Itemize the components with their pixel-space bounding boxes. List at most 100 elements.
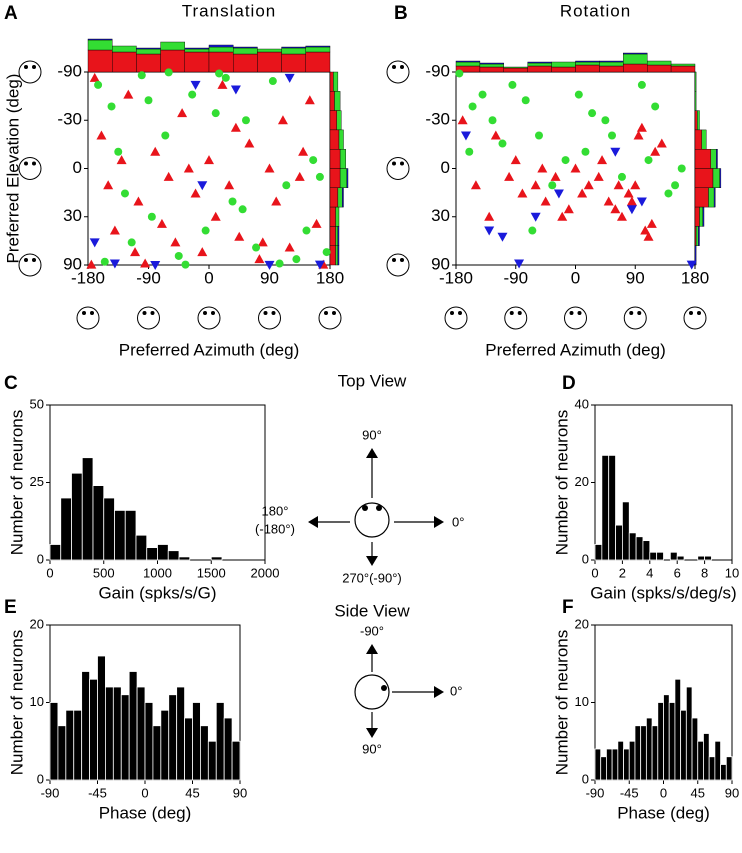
point (455, 69, 464, 78)
head-icon (76, 306, 100, 330)
margin-bar (575, 61, 600, 66)
direction-label: 90° (362, 741, 382, 756)
histogram-bar (81, 457, 94, 561)
point (252, 243, 261, 252)
head-icon (386, 60, 410, 84)
point (224, 180, 235, 190)
histogram-bar (210, 556, 223, 561)
margin-bar (623, 52, 648, 55)
histogram-bar (720, 764, 727, 781)
point (601, 116, 610, 125)
head-eye (392, 258, 396, 262)
x-axis-label: Phase (deg) (617, 803, 710, 822)
margin-bar (527, 65, 552, 73)
histogram-bar (697, 740, 704, 781)
point (608, 131, 617, 140)
margin-bar (208, 46, 234, 53)
histogram-bar (89, 678, 98, 781)
y-axis-label: Preferred Elevation (deg) (3, 74, 22, 264)
y-axis-label: Number of neurons (552, 410, 571, 556)
x-axis-label: Gain (spks/s/deg/s) (590, 583, 736, 602)
point (275, 259, 284, 268)
point (322, 248, 331, 257)
point (651, 102, 660, 111)
histogram-bar (714, 740, 721, 781)
histogram-bar (640, 725, 647, 781)
margin-bar (329, 168, 341, 188)
point (457, 115, 468, 125)
point (530, 180, 541, 190)
point (183, 163, 194, 173)
point (309, 156, 318, 165)
histogram-bar (207, 740, 217, 781)
point (150, 260, 161, 270)
point (211, 109, 220, 118)
point (577, 188, 588, 198)
margin-bar (232, 53, 258, 73)
histogram-bar (105, 686, 114, 781)
margin-bar (599, 65, 624, 73)
margin-bar (281, 53, 307, 73)
margin-bar (335, 245, 339, 266)
histogram-bar (704, 555, 712, 561)
point (636, 197, 647, 207)
histogram-bar (697, 555, 705, 561)
head-eye (392, 65, 396, 69)
head-eye (637, 311, 642, 315)
point (244, 138, 255, 148)
margin-bar (184, 48, 210, 53)
margin-bar (337, 245, 340, 266)
point (114, 147, 123, 156)
point (581, 147, 590, 156)
margin-bar (281, 47, 307, 55)
point (468, 102, 477, 111)
head-icon (197, 306, 221, 330)
x-tick-label: 90 (626, 268, 645, 287)
point (671, 181, 680, 190)
point (228, 197, 237, 206)
margin-bar (329, 71, 334, 92)
point (89, 72, 100, 82)
margin-bar (719, 168, 722, 188)
y-tick-label: 0 (582, 771, 589, 786)
margin-bar (551, 61, 576, 68)
y-tick-label: 90 (63, 254, 82, 273)
head-eye (32, 161, 36, 166)
panel-letter: B (394, 3, 408, 24)
margin-bar (111, 51, 137, 73)
point (508, 80, 517, 89)
histogram-bar (49, 702, 59, 781)
head-eye (150, 311, 155, 315)
margin-bar (694, 245, 697, 266)
point (583, 180, 594, 190)
head-eye (203, 311, 207, 315)
histogram-bar (674, 678, 682, 781)
x-axis-label: Gain (spks/s/G) (98, 583, 216, 602)
histogram-bar (651, 725, 659, 781)
point (86, 259, 97, 269)
margin-bar (694, 71, 697, 92)
margin-bar (346, 168, 349, 188)
point (597, 155, 608, 165)
margin-bar (716, 148, 718, 169)
head-eye (517, 311, 522, 315)
y-tick-label: 20 (575, 616, 589, 631)
head-eye (90, 311, 94, 315)
point (563, 204, 574, 214)
margin-bar (136, 47, 161, 50)
y-tick-label: 20 (30, 616, 44, 631)
margin-bar (329, 226, 336, 246)
x-axis-label: Phase (deg) (99, 803, 192, 822)
histogram-bar (231, 740, 241, 781)
head-eye (32, 65, 36, 69)
histogram-bar (200, 725, 209, 781)
margin-bar (87, 49, 113, 73)
histogram-bar (656, 551, 664, 561)
head-icon (683, 306, 707, 330)
margin-bar (334, 91, 341, 111)
point (646, 218, 657, 228)
point (510, 155, 521, 165)
point (548, 181, 557, 190)
point (484, 226, 495, 236)
